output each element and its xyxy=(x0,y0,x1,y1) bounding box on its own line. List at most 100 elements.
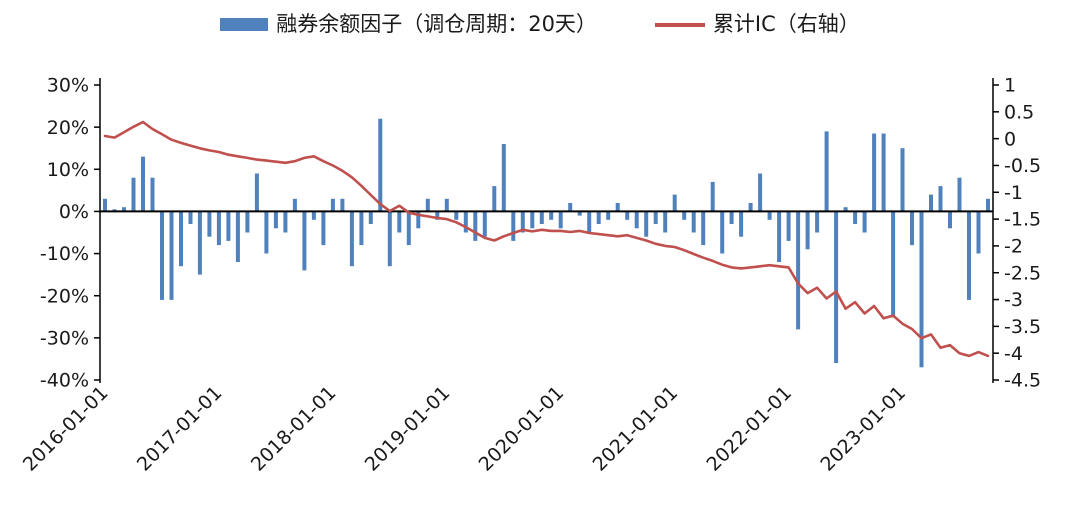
bar-series-bar xyxy=(492,186,497,212)
right-axis-label: -4.5 xyxy=(1004,370,1041,392)
bar-series-bar xyxy=(568,203,573,212)
x-axis-label: 2021-01-01 xyxy=(589,382,683,476)
bar-series-bar xyxy=(273,211,278,229)
line-series-path xyxy=(103,120,990,358)
bar-series-bar xyxy=(330,198,335,212)
bar-series-bar xyxy=(226,211,231,241)
right-axis-label: 1 xyxy=(1004,75,1016,97)
bar-series-bar xyxy=(653,211,658,224)
right-axis-label: -0.5 xyxy=(1004,155,1041,177)
bar-series-bar xyxy=(929,194,933,212)
bar-series-bar xyxy=(948,211,952,229)
left-axis-label: 10% xyxy=(47,159,89,181)
left-axis-label: -20% xyxy=(40,285,89,307)
bar-series-bar xyxy=(387,211,392,267)
bar-series-bar xyxy=(625,211,630,220)
bar-series-bar xyxy=(682,211,687,220)
bar-series-bar xyxy=(482,211,487,237)
left-axis-label: 30% xyxy=(47,75,89,97)
x-axis-label: 2022-01-01 xyxy=(702,382,796,476)
bar-series-bar xyxy=(891,211,896,317)
right-axis-label: -4 xyxy=(1004,343,1023,365)
right-axis-label: -1 xyxy=(1004,182,1023,204)
bar-series-bar xyxy=(416,211,421,229)
bar-series-bar xyxy=(188,211,193,224)
bar-series-bar xyxy=(197,211,202,275)
bar-series-bar xyxy=(216,211,221,246)
right-axis-label: -3.5 xyxy=(1004,316,1041,338)
bar-series-bar xyxy=(501,144,506,212)
right-axis-label: 0 xyxy=(1004,128,1016,150)
bar-series-bar xyxy=(311,211,316,220)
bar-series-bar xyxy=(520,211,525,233)
bar-series-bar xyxy=(444,198,449,212)
bar-series-bar xyxy=(986,198,990,212)
bar-series-bar xyxy=(748,203,753,212)
bar-series-label: 融券余额因子（调仓周期：20天） xyxy=(276,12,597,36)
bar-series-bar xyxy=(340,198,345,212)
bar-series-bar xyxy=(245,211,250,233)
bar-series-bar xyxy=(720,211,725,254)
bar-series-bar xyxy=(207,211,212,237)
bar-series-bar xyxy=(862,211,867,233)
bar-series-bar xyxy=(254,173,259,212)
x-axis-label: 2023-01-01 xyxy=(816,382,910,476)
bar-series-bar xyxy=(739,211,744,237)
bar-series-bar xyxy=(672,194,677,212)
bar-series-bar xyxy=(302,211,307,271)
bar-series-bar xyxy=(881,133,886,212)
bar-series-bar xyxy=(824,131,829,212)
bar-series-bar xyxy=(292,198,297,212)
bar-series-bar xyxy=(843,207,848,212)
left-axis-label: 20% xyxy=(47,117,89,139)
x-axis-label: 2019-01-01 xyxy=(361,382,455,476)
bar-series-bar xyxy=(729,211,734,224)
bar-series-bar xyxy=(368,211,373,224)
bar-series-bar xyxy=(435,211,440,220)
bar-series-bar xyxy=(786,211,791,241)
bar-series-bar xyxy=(397,211,402,233)
bar-series-bar xyxy=(122,207,126,212)
bar-series-bar xyxy=(141,156,145,212)
bar-series-bar xyxy=(587,211,592,233)
bar-series-bar xyxy=(967,211,971,300)
bar-series-bar xyxy=(473,211,478,241)
bar-series-bar xyxy=(767,211,772,220)
bar-series-bar xyxy=(976,211,981,254)
bar-series-bar xyxy=(900,148,905,212)
bar-series-bar xyxy=(378,118,383,212)
bar-series-bar xyxy=(596,211,601,224)
left-axis-label: -40% xyxy=(40,370,89,392)
left-axis-label: -30% xyxy=(40,328,89,350)
bar-series-bar xyxy=(663,211,668,233)
right-axis-label: 0.5 xyxy=(1004,101,1034,123)
bar-series-bar xyxy=(606,211,611,220)
bar-series-bar xyxy=(160,211,164,300)
bar-series-bar xyxy=(815,211,820,233)
bar-series-bar xyxy=(530,211,535,229)
left-axis-label: 0% xyxy=(59,201,89,223)
bar-series-bar xyxy=(853,211,858,224)
bar-series-bar xyxy=(103,198,107,212)
bar-series-bar xyxy=(558,211,563,229)
line-series-label: 累计IC（右轴） xyxy=(712,12,860,36)
bar-series-bar xyxy=(179,211,183,267)
line-series-swatch-icon xyxy=(654,22,705,27)
bar-series-bar xyxy=(796,211,801,330)
bar-series-bar xyxy=(454,211,459,220)
bar-series-bar xyxy=(710,181,715,212)
bar-series-bar xyxy=(872,133,877,212)
bar-series-bar xyxy=(910,211,914,246)
bar-series-bar xyxy=(577,211,582,216)
left-axis-label: -10% xyxy=(40,243,89,265)
bar-series-bar xyxy=(549,211,554,220)
bar-series-bar xyxy=(321,211,326,246)
bar-series-bar xyxy=(463,211,468,233)
bar-series-bar xyxy=(425,198,430,212)
legend-item-bar-series: 融券余额因子（调仓周期：20天） xyxy=(220,12,597,37)
right-axis-label: -3 xyxy=(1004,289,1023,311)
bar-series-bar xyxy=(691,211,696,233)
bar-series-bar xyxy=(150,177,155,212)
bar-series-bar xyxy=(264,211,269,254)
